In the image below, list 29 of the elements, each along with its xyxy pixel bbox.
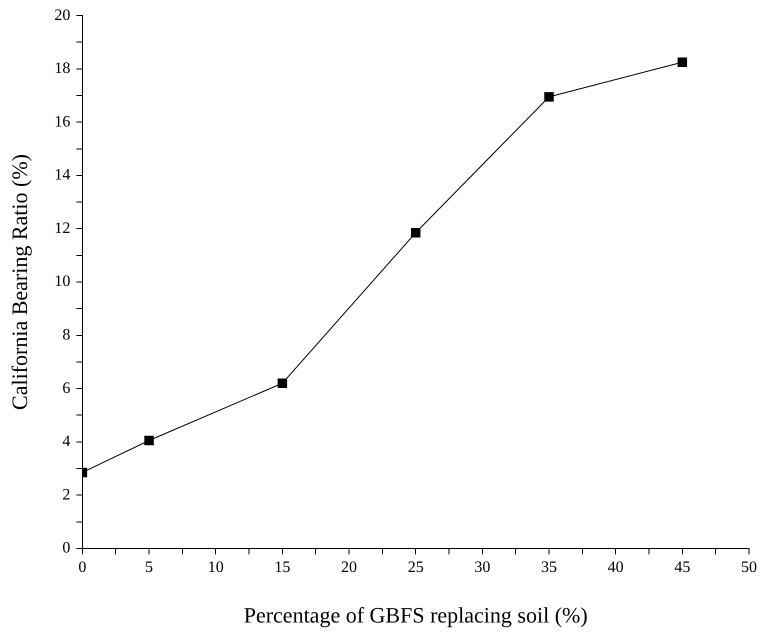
y-tick-label: 0 — [62, 540, 70, 557]
y-tick-label: 20 — [54, 6, 70, 24]
y-tick-label: 4 — [62, 433, 70, 450]
point — [544, 92, 554, 102]
point — [410, 228, 420, 238]
x-tick-label: 5 — [145, 559, 154, 576]
point — [144, 436, 154, 446]
y-tick-label: 2 — [62, 486, 70, 504]
point — [278, 378, 288, 388]
x-tick-label: 25 — [408, 559, 424, 576]
x-tick-label: 30 — [474, 559, 490, 576]
x-tick-label: 10 — [208, 559, 224, 576]
x-tick-label: 20 — [341, 559, 358, 576]
x-tick-label: 50 — [741, 559, 757, 576]
x-tick-label: 0 — [78, 559, 86, 576]
y-tick-label: 18 — [54, 60, 70, 78]
y-tick-label: 12 — [54, 220, 70, 237]
y-axis-title: California Bearing Ratio (%) — [6, 154, 32, 410]
x-axis-title: Percentage of GBFS replacing soil (%) — [244, 602, 588, 628]
y-tick-label: 6 — [62, 380, 70, 397]
y-tick-label: 16 — [54, 113, 70, 130]
y-tick-label: 10 — [54, 273, 70, 290]
point — [678, 57, 688, 67]
y-tick-label: 8 — [62, 326, 70, 344]
y-tick-label: 14 — [54, 166, 70, 184]
x-tick-label: 45 — [674, 559, 690, 576]
x-tick-label: 40 — [608, 559, 624, 576]
x-tick-label: 15 — [274, 559, 290, 576]
x-tick-label: 35 — [541, 559, 558, 576]
